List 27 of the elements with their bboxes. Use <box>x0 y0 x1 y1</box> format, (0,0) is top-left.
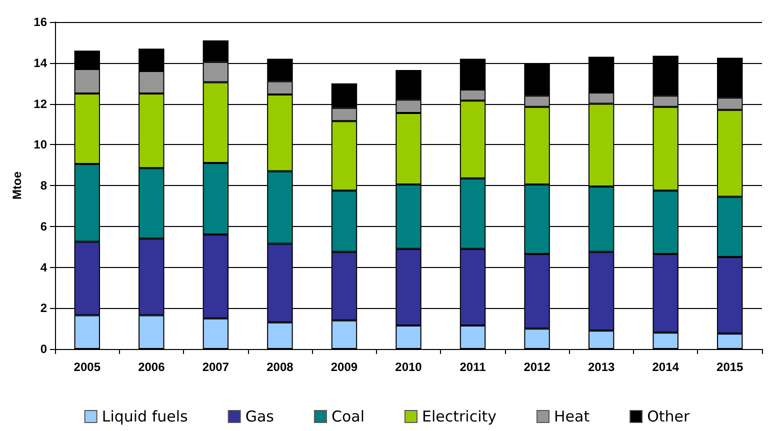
x-tick-label: 2008 <box>266 360 294 374</box>
x-tick-label: 2006 <box>138 360 166 374</box>
y-axis-title: Mtoe <box>10 171 24 200</box>
y-tick-label: 4 <box>40 260 48 274</box>
y-tick-label: 8 <box>40 178 48 192</box>
x-tick-label: 2012 <box>524 360 551 374</box>
x-tick-label: 2007 <box>202 360 230 374</box>
y-tick-label: 14 <box>34 56 48 70</box>
legend-label: Gas <box>245 408 274 426</box>
y-tick-label: 0 <box>40 342 48 356</box>
legend-label: Electricity <box>422 408 497 426</box>
legend-label: Liquid fuels <box>102 408 188 426</box>
y-tick-label: 12 <box>34 96 48 111</box>
legend-label: Coal <box>331 408 364 426</box>
y-tick-label: 16 <box>34 15 48 29</box>
x-tick-label: 2005 <box>74 360 101 374</box>
y-tick-label: 10 <box>34 138 48 152</box>
y-tick-label: 2 <box>40 301 48 316</box>
x-tick-label: 2013 <box>588 360 615 374</box>
x-tick-label: 2015 <box>716 360 744 374</box>
legend-label: Heat <box>554 408 590 426</box>
x-tick-label: 2009 <box>330 360 358 374</box>
legend-label: Other <box>647 408 690 426</box>
x-tick-label: 2014 <box>652 360 680 374</box>
x-tick-label: 2010 <box>395 360 422 374</box>
y-tick-label: 6 <box>40 219 48 234</box>
x-tick-label: 2011 <box>460 360 486 374</box>
